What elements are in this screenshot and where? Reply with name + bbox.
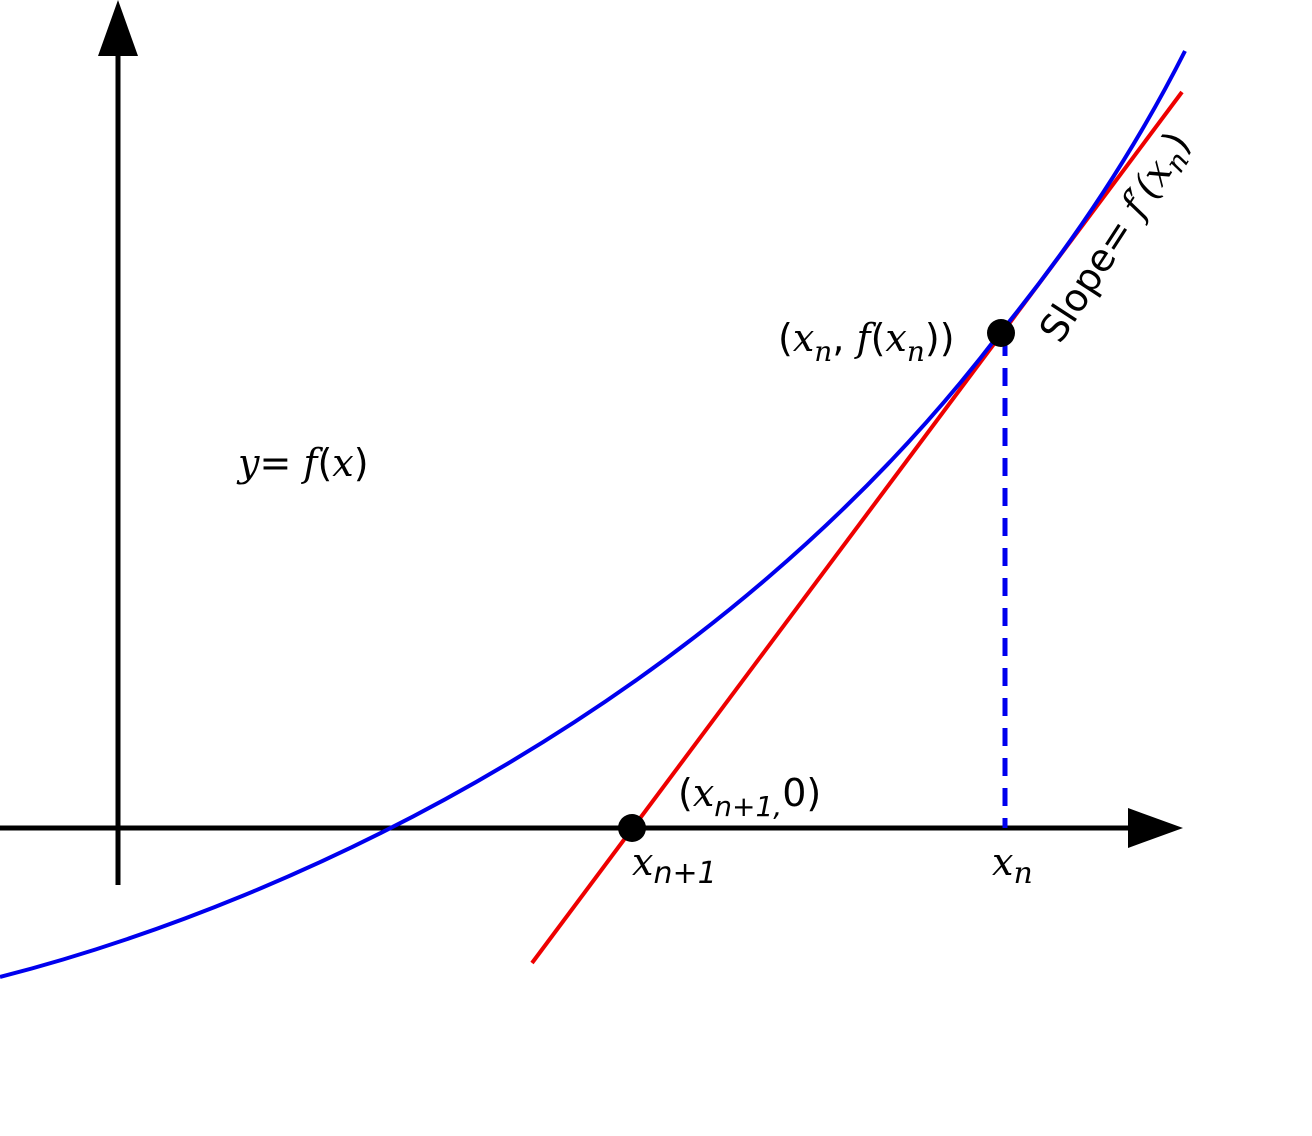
tick-label-xn1: xn+1 [632, 840, 717, 891]
function-curve [0, 50, 1187, 979]
point-root-estimate [618, 814, 646, 842]
root-point-label: (xn+1,0) [678, 771, 821, 823]
point-xn-fxn [987, 319, 1015, 347]
y-axis-arrowhead [98, 0, 138, 56]
tick-label-xn: xn [992, 840, 1033, 891]
curve-label: y= f(x) [236, 441, 369, 485]
point-xn-label: (xn, f(xn)) [778, 316, 955, 368]
x-axis-arrowhead [1128, 808, 1183, 848]
slope-label: Slope= f′(xn) [1031, 124, 1204, 354]
